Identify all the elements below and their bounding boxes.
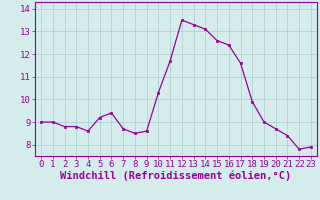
X-axis label: Windchill (Refroidissement éolien,°C): Windchill (Refroidissement éolien,°C) <box>60 171 292 181</box>
